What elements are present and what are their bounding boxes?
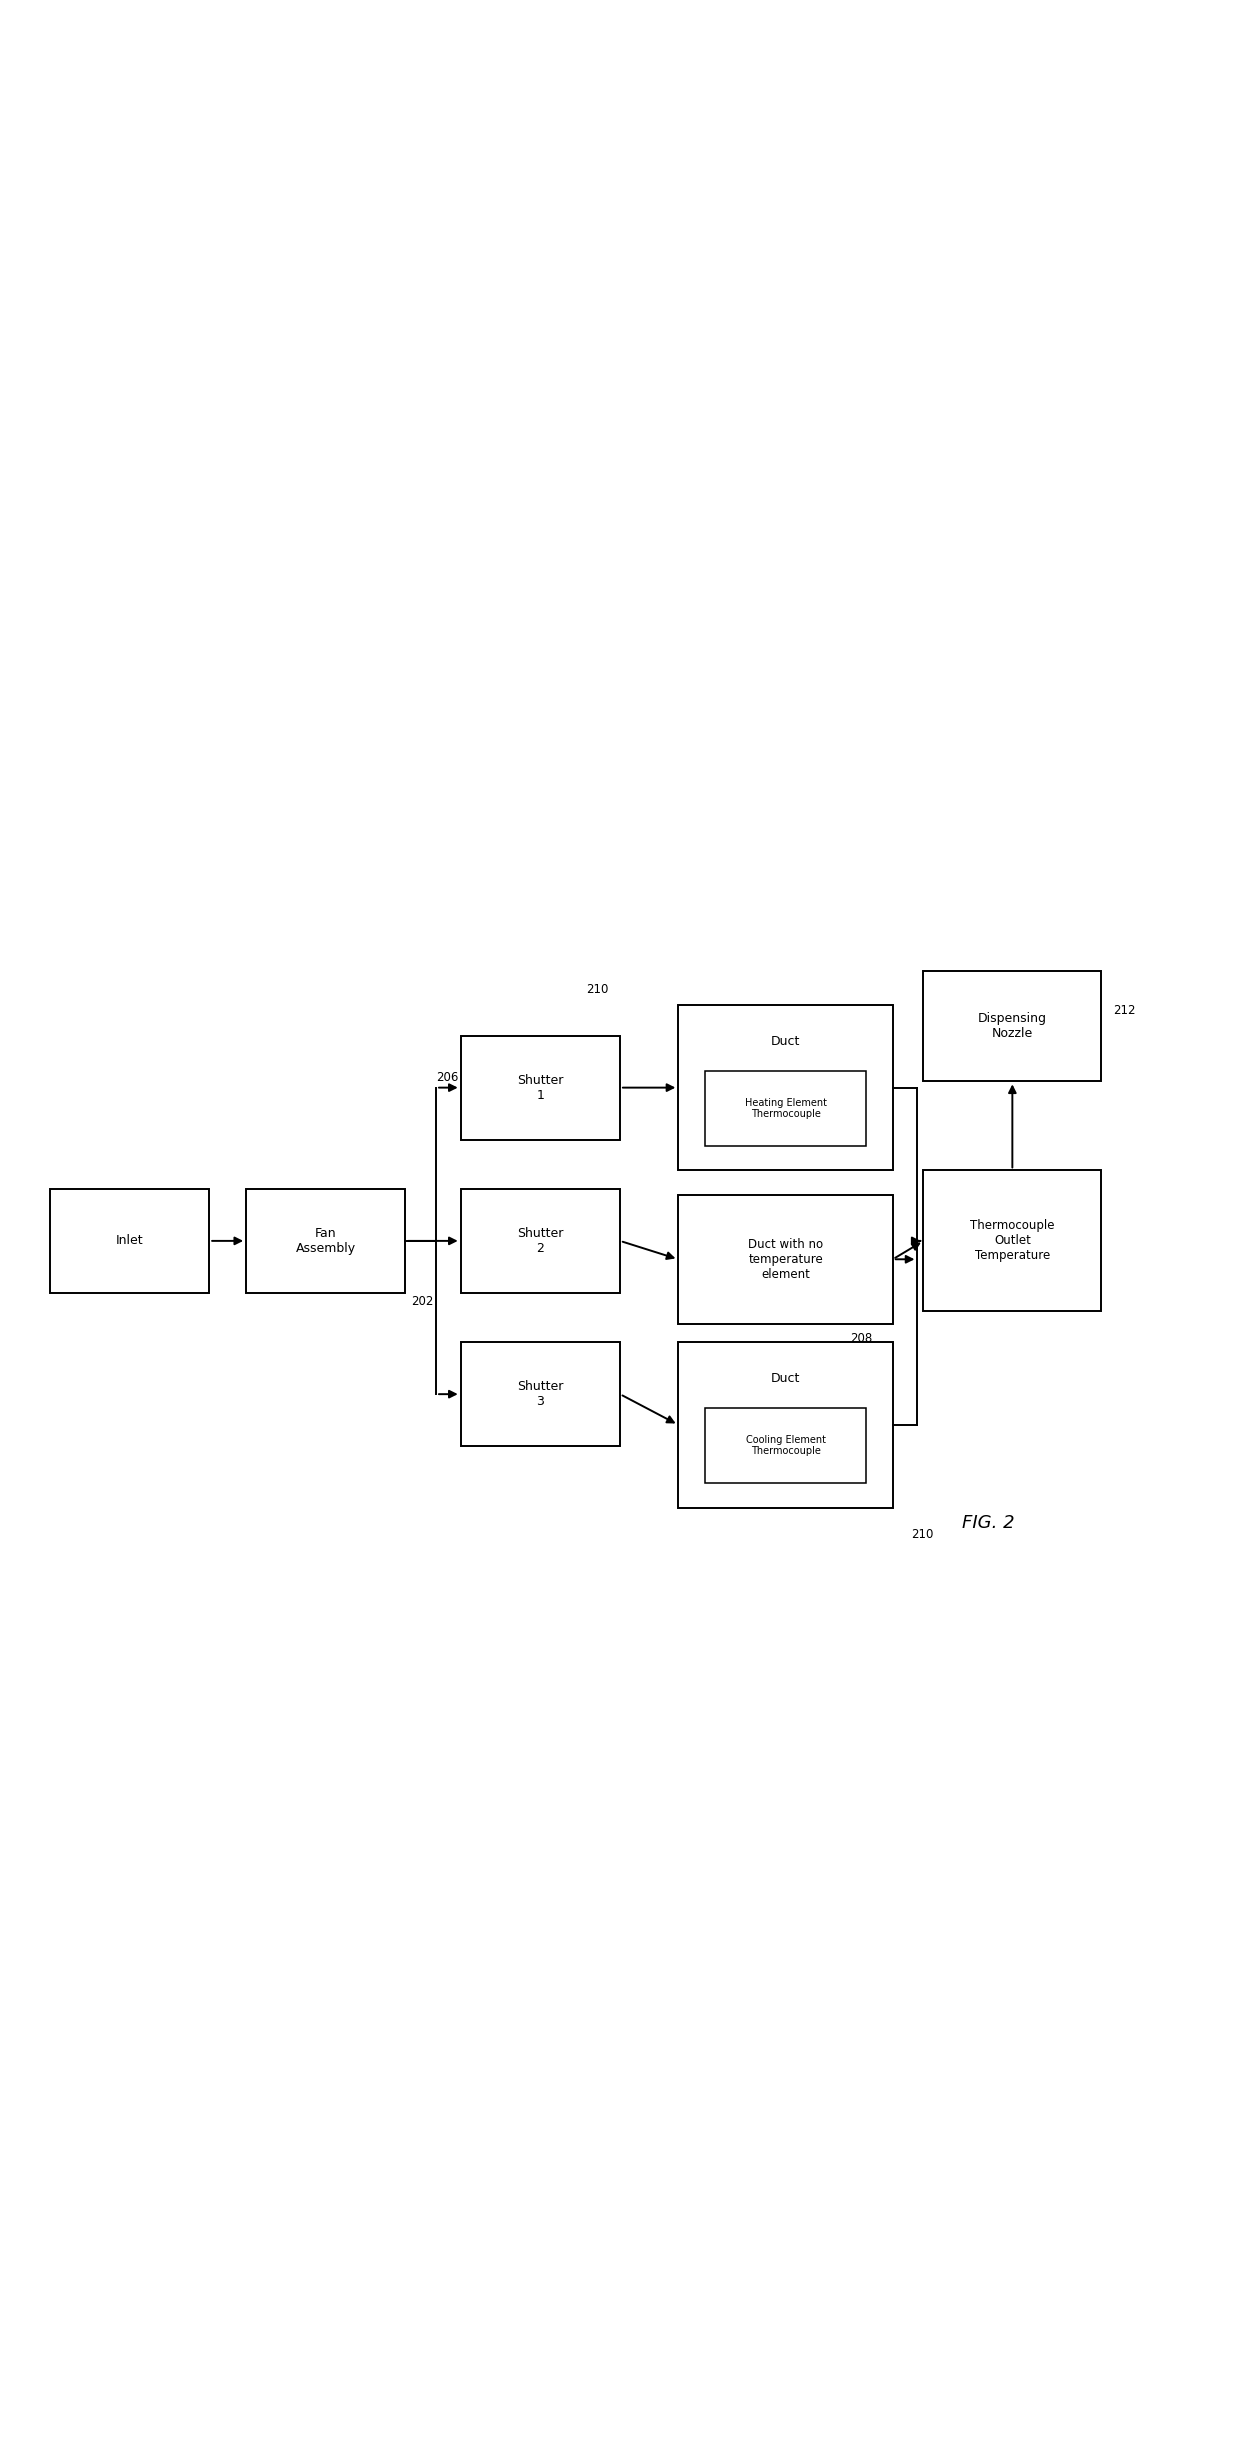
Text: 206: 206 [436,1071,459,1086]
Text: Shutter
1: Shutter 1 [517,1073,563,1103]
Text: Shutter
3: Shutter 3 [517,1379,563,1408]
FancyBboxPatch shape [460,1342,620,1447]
Text: Duct: Duct [771,1372,800,1384]
FancyBboxPatch shape [678,1342,893,1509]
Text: 212: 212 [1114,1005,1136,1017]
Text: Dispensing
Nozzle: Dispensing Nozzle [978,1012,1047,1039]
Text: Duct: Duct [771,1034,800,1049]
Text: Inlet: Inlet [115,1235,144,1247]
Text: 210: 210 [911,1528,934,1540]
Text: 202: 202 [412,1296,434,1308]
FancyBboxPatch shape [460,1188,620,1293]
Text: FIG. 2: FIG. 2 [961,1513,1014,1533]
Text: Heating Element
Thermocouple: Heating Element Thermocouple [744,1098,827,1120]
Text: Fan
Assembly: Fan Assembly [295,1227,356,1254]
Text: 208: 208 [849,1333,872,1345]
FancyBboxPatch shape [460,1037,620,1139]
FancyBboxPatch shape [706,1408,866,1482]
Text: Shutter
2: Shutter 2 [517,1227,563,1254]
FancyBboxPatch shape [246,1188,405,1293]
Text: Thermocouple
Outlet
Temperature: Thermocouple Outlet Temperature [970,1220,1054,1262]
FancyBboxPatch shape [924,1171,1101,1311]
FancyBboxPatch shape [678,1005,893,1171]
FancyBboxPatch shape [678,1196,893,1323]
FancyBboxPatch shape [924,971,1101,1081]
Text: Duct with no
temperature
element: Duct with no temperature element [748,1237,823,1281]
FancyBboxPatch shape [50,1188,210,1293]
FancyBboxPatch shape [706,1071,866,1147]
Text: Cooling Element
Thermocouple: Cooling Element Thermocouple [745,1435,826,1457]
Text: 210: 210 [587,983,609,995]
